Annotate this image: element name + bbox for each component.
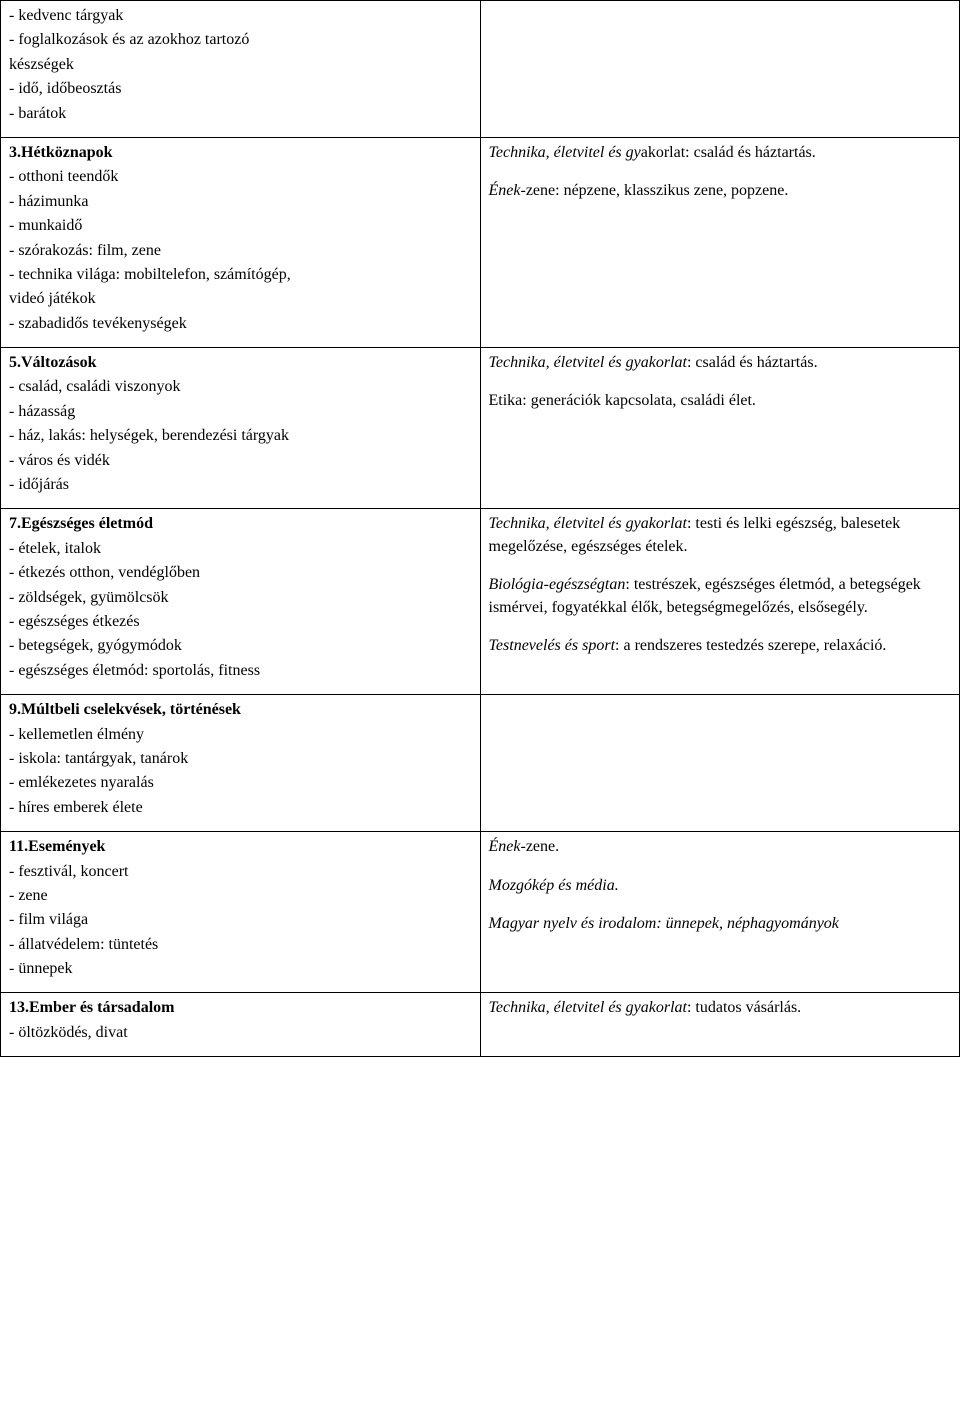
list-item: - idő, időbeosztás xyxy=(9,78,472,100)
list-item: - állatvédelem: tüntetés xyxy=(9,934,472,956)
subject-detail: : család és háztartás. xyxy=(687,354,818,371)
list-item: - szórakozás: film, zene xyxy=(9,240,472,262)
subject-label: Testnevelés és sport xyxy=(489,637,616,654)
subject-detail: zene: népzene, klasszikus zene, popzene. xyxy=(526,182,789,199)
list-item: - fesztivál, koncert xyxy=(9,861,472,883)
list-item: - emlékezetes nyaralás xyxy=(9,772,472,794)
subject-label: Ének- xyxy=(489,182,526,199)
section-title: 3.Hétköznapok xyxy=(9,144,113,161)
cross-ref: Ének-zene: népzene, klasszikus zene, pop… xyxy=(489,180,952,202)
table-row: 7.Egészséges életmód - ételek, italok - … xyxy=(1,509,960,695)
list-item: - film világa xyxy=(9,909,472,931)
list-item: - ünnepek xyxy=(9,958,472,980)
right-cell: Ének-zene. Mozgókép és média. Magyar nye… xyxy=(480,832,960,993)
section-title: 13.Ember és társadalom xyxy=(9,999,174,1016)
right-cell xyxy=(480,695,960,832)
table-row: 11.Események - fesztivál, koncert - zene… xyxy=(1,832,960,993)
subject-label: Ének- xyxy=(489,838,526,855)
list-item: - étkezés otthon, vendéglőben xyxy=(9,562,472,584)
list-item: videó játékok xyxy=(9,288,472,310)
left-cell: 7.Egészséges életmód - ételek, italok - … xyxy=(1,509,481,695)
list-item: - város és vidék xyxy=(9,450,472,472)
section-title: 5.Változások xyxy=(9,354,97,371)
table-row: 5.Változások - család, családi viszonyok… xyxy=(1,348,960,509)
list-item: - egészséges étkezés xyxy=(9,611,472,633)
list-item: - család, családi viszonyok xyxy=(9,376,472,398)
left-cell: 5.Változások - család, családi viszonyok… xyxy=(1,348,481,509)
table-row: 13.Ember és társadalom - öltözködés, div… xyxy=(1,993,960,1057)
list-item: - ételek, italok xyxy=(9,538,472,560)
list-item: készségek xyxy=(9,54,472,76)
section-title: 11.Események xyxy=(9,838,105,855)
list-item: - időjárás xyxy=(9,474,472,496)
right-cell: Technika, életvitel és gyakorlat: család… xyxy=(480,348,960,509)
cross-ref: Testnevelés és sport: a rendszeres teste… xyxy=(489,635,952,657)
cross-ref: Biológia-egészségtan: testrészek, egészs… xyxy=(489,574,952,619)
list-item: - kedvenc tárgyak xyxy=(9,5,472,27)
right-cell xyxy=(480,1,960,138)
list-item: - házasság xyxy=(9,401,472,423)
right-cell: Technika, életvitel és gyakorlat: tudato… xyxy=(480,993,960,1057)
list-item: - ház, lakás: helységek, berendezési tár… xyxy=(9,425,472,447)
list-item: - híres emberek élete xyxy=(9,797,472,819)
subject-label: Technika, életvitel és gyakorlat xyxy=(489,515,687,532)
left-cell: 9.Múltbeli cselekvések, történések - kel… xyxy=(1,695,481,832)
subject-label: Technika, életvitel és gyakorlat xyxy=(489,354,687,371)
table-row: 3.Hétköznapok - otthoni teendők - házimu… xyxy=(1,137,960,347)
subject-label: Biológia-egészségtan xyxy=(489,576,626,593)
list-item: - öltözködés, divat xyxy=(9,1022,472,1044)
right-cell: Technika, életvitel és gyakorlat: család… xyxy=(480,137,960,347)
cross-ref: Technika, életvitel és gyakorlat: tudato… xyxy=(489,997,952,1019)
list-item: - zene xyxy=(9,885,472,907)
list-item: - iskola: tantárgyak, tanárok xyxy=(9,748,472,770)
list-item: - otthoni teendők xyxy=(9,166,472,188)
cross-ref: Mozgókép és média. xyxy=(489,875,952,897)
subject-detail: : a rendszeres testedzés szerepe, relaxá… xyxy=(615,637,886,654)
cross-ref: Technika, életvitel és gyakorlat: család… xyxy=(489,352,952,374)
list-item: - barátok xyxy=(9,103,472,125)
curriculum-table: - kedvenc tárgyak - foglalkozások és az … xyxy=(0,0,960,1057)
subject-label: Technika, életvitel és gyakorlat xyxy=(489,999,687,1016)
list-item: - technika világa: mobiltelefon, számító… xyxy=(9,264,472,286)
list-item: - zöldségek, gyümölcsök xyxy=(9,587,472,609)
list-item: - kellemetlen élmény xyxy=(9,724,472,746)
subject-detail: : tudatos vásárlás. xyxy=(687,999,801,1016)
cross-ref: Etika: generációk kapcsolata, családi él… xyxy=(489,390,952,412)
list-item: - egészséges életmód: sportolás, fitness xyxy=(9,660,472,682)
table-row: 9.Múltbeli cselekvések, történések - kel… xyxy=(1,695,960,832)
subject-detail: akorlat: család és háztartás. xyxy=(641,144,816,161)
cross-ref: Technika, életvitel és gyakorlat: család… xyxy=(489,142,952,164)
subject-label: Magyar nyelv és irodalom: ünnepek, népha… xyxy=(489,915,839,932)
table-row: - kedvenc tárgyak - foglalkozások és az … xyxy=(1,1,960,138)
cross-ref: Magyar nyelv és irodalom: ünnepek, népha… xyxy=(489,913,952,935)
subject-label: Mozgókép és média. xyxy=(489,877,619,894)
right-cell: Technika, életvitel és gyakorlat: testi … xyxy=(480,509,960,695)
left-cell: - kedvenc tárgyak - foglalkozások és az … xyxy=(1,1,481,138)
section-title: 7.Egészséges életmód xyxy=(9,515,153,532)
subject-label: Technika, életvitel és gy xyxy=(489,144,641,161)
left-cell: 11.Események - fesztivál, koncert - zene… xyxy=(1,832,481,993)
left-cell: 13.Ember és társadalom - öltözködés, div… xyxy=(1,993,481,1057)
list-item: - munkaidő xyxy=(9,215,472,237)
list-item: - szabadidős tevékenységek xyxy=(9,313,472,335)
cross-ref: Technika, életvitel és gyakorlat: testi … xyxy=(489,513,952,558)
list-item: - foglalkozások és az azokhoz tartozó xyxy=(9,29,472,51)
list-item: - betegségek, gyógymódok xyxy=(9,635,472,657)
list-item: - házimunka xyxy=(9,191,472,213)
left-cell: 3.Hétköznapok - otthoni teendők - házimu… xyxy=(1,137,481,347)
cross-ref: Ének-zene. xyxy=(489,836,952,858)
subject-detail: zene. xyxy=(526,838,559,855)
section-title: 9.Múltbeli cselekvések, történések xyxy=(9,701,241,718)
